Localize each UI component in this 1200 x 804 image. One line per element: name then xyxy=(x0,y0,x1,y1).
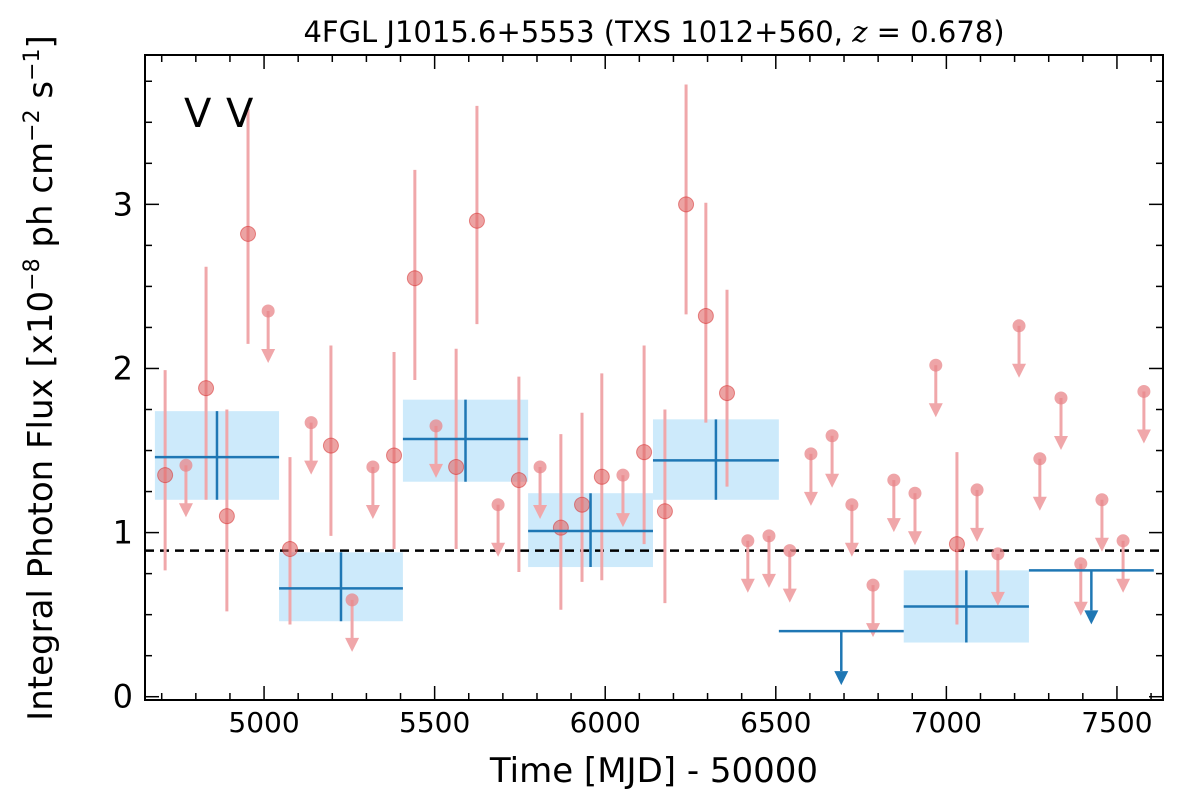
fine-bin-detection-point xyxy=(448,458,465,475)
fine-bin-detection-point xyxy=(656,503,673,520)
fine-bin-detection-point xyxy=(157,467,174,484)
coarse-bin-arrowhead xyxy=(1084,610,1099,625)
fine-bin-upper-limit-point xyxy=(887,473,901,487)
fine-bin-detection-point xyxy=(510,472,527,489)
fine-bin-upper-limit-point xyxy=(491,498,505,512)
fine-bin-detection-point xyxy=(697,307,714,324)
legend-entry-red: V xyxy=(226,91,254,137)
fine-bin-upper-limit-arrowhead xyxy=(304,460,319,475)
fine-bin-upper-limit-point xyxy=(970,483,984,497)
fine-bin-upper-limit-arrowhead xyxy=(782,588,797,603)
fine-bin-upper-limit-arrowhead xyxy=(491,542,506,557)
y-tick-label: 2 xyxy=(113,349,133,387)
x-tick-label: 6000 xyxy=(570,706,641,739)
fine-bin-upper-limit-arrowhead xyxy=(1116,578,1131,593)
legend-entry-blue: V xyxy=(184,91,212,137)
fine-bin-upper-limit-arrowhead xyxy=(907,531,922,546)
fine-bin-detection-point xyxy=(218,508,235,525)
fine-bin-upper-limit-point xyxy=(1012,319,1026,333)
fine-bin-upper-limit-arrowhead xyxy=(365,504,380,519)
fine-bin-upper-limit-arrowhead xyxy=(928,403,943,418)
fine-bin-upper-limit-arrowhead xyxy=(1012,363,1027,378)
fine-bin-upper-limit-arrowhead xyxy=(1136,429,1151,444)
y-tick-label: 0 xyxy=(113,678,133,716)
fine-bin-upper-limit-point xyxy=(1137,384,1151,398)
fine-bin-detection-point xyxy=(678,196,695,213)
fine-bin-upper-limit-arrowhead xyxy=(1053,436,1068,451)
fine-bin-detection-point xyxy=(322,437,339,454)
fine-bin-upper-limit-arrowhead xyxy=(1032,496,1047,511)
fine-bin-upper-limit-point xyxy=(825,429,839,443)
fine-bin-upper-limit-point xyxy=(908,486,922,500)
x-tick-label: 7500 xyxy=(1081,706,1152,739)
fine-bin-detection-point xyxy=(240,225,257,242)
fine-bin-detection-point xyxy=(552,519,569,536)
fine-bin-upper-limit-arrowhead xyxy=(1094,537,1109,552)
fine-bin-detection-point xyxy=(574,496,591,513)
fine-bin-upper-limit-arrowhead xyxy=(533,504,548,519)
fine-bin-upper-limit-point xyxy=(1054,391,1068,405)
fine-bin-upper-limit-arrowhead xyxy=(178,503,193,518)
fine-bin-upper-limit-point xyxy=(1116,534,1130,548)
fine-bin-upper-limit-arrowhead xyxy=(844,542,859,557)
fine-bin-upper-limit-arrowhead xyxy=(990,591,1005,606)
x-tick-label: 6500 xyxy=(740,706,811,739)
fine-bin-upper-limit-point xyxy=(1095,493,1109,507)
fine-bin-upper-limit-point xyxy=(762,529,776,543)
fine-bin-upper-limit-point xyxy=(783,544,797,558)
fine-bin-upper-limit-point xyxy=(991,547,1005,561)
fine-bin-upper-limit-point xyxy=(1074,557,1088,571)
fine-bin-upper-limit-arrowhead xyxy=(970,527,985,542)
fine-bin-upper-limit-point xyxy=(616,468,630,482)
fine-bin-detection-point xyxy=(636,444,653,461)
x-tick-label: 5000 xyxy=(228,706,299,739)
plot-frame xyxy=(144,54,1164,701)
fine-bin-upper-limit-arrowhead xyxy=(1073,601,1088,616)
fine-bin-detection-point xyxy=(948,536,965,553)
fine-bin-upper-limit-point xyxy=(179,458,193,472)
fine-bin-upper-limit-arrowhead xyxy=(261,349,276,364)
fine-bin-detection-point xyxy=(386,447,403,464)
fine-bin-upper-limit-point xyxy=(345,593,359,607)
y-tick-label: 1 xyxy=(113,514,133,552)
fine-bin-detection-point xyxy=(281,541,298,558)
fine-bin-upper-limit-point xyxy=(741,534,755,548)
fine-bin-upper-limit-arrowhead xyxy=(803,491,818,506)
fine-bin-upper-limit-point xyxy=(261,304,275,318)
fine-bin-detection-point xyxy=(468,212,485,229)
chart-title: 4FGL J1015.6+5553 (TXS 1012+560, z = 0.6… xyxy=(303,15,1004,49)
fine-bin-detection-point xyxy=(198,380,215,397)
fine-bin-upper-limit-arrowhead xyxy=(761,573,776,588)
fine-bin-upper-limit-point xyxy=(845,498,859,512)
x-axis-label: Time [MJD] - 50000 xyxy=(489,751,818,791)
fine-bin-upper-limit-arrowhead xyxy=(429,463,444,478)
fine-bin-upper-limit-arrowhead xyxy=(740,578,755,593)
fine-bin-upper-limit-point xyxy=(1033,452,1047,466)
fine-bin-upper-limit-point xyxy=(533,460,547,474)
fine-bin-upper-limit-point xyxy=(804,447,818,461)
y-axis-label: Integral Photon Flux [x10−8 ph cm−2 s−1] xyxy=(20,35,61,721)
y-tick-label: 3 xyxy=(113,185,133,223)
fine-bin-detection-point xyxy=(406,270,423,287)
fine-bin-detection-point xyxy=(719,385,736,402)
x-tick-label: 7000 xyxy=(911,706,982,739)
fine-bin-upper-limit-point xyxy=(429,419,443,433)
fine-bin-upper-limit-arrowhead xyxy=(825,473,840,488)
fine-bin-upper-limit-point xyxy=(366,460,380,474)
fine-bin-detection-point xyxy=(593,468,610,485)
fine-bin-upper-limit-point xyxy=(866,578,880,592)
coarse-bin-arrowhead xyxy=(834,671,849,686)
fine-bin-upper-limit-point xyxy=(304,416,318,430)
fine-bin-upper-limit-arrowhead xyxy=(345,637,360,652)
x-tick-label: 5500 xyxy=(399,706,470,739)
fine-bin-upper-limit-arrowhead xyxy=(615,513,630,528)
fine-bin-upper-limit-point xyxy=(929,358,943,372)
fine-bin-upper-limit-arrowhead xyxy=(886,518,901,533)
